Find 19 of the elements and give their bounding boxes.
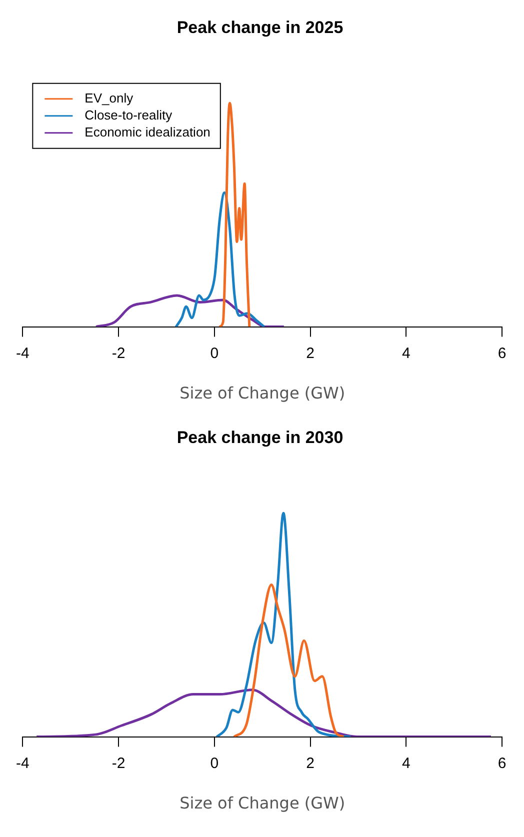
x-tick-label: 2 [306,754,314,772]
x-tick-label: 0 [210,754,219,772]
x-axis-title: Size of Change (GW) [180,384,346,403]
x-axis-title: Size of Change (GW) [180,794,346,813]
x-tick-label: 4 [402,344,410,362]
x-tick-label: 6 [498,344,506,362]
x-tick-label: 6 [498,754,506,772]
x-tick-label: 4 [402,754,410,772]
chart-title: Peak change in 2025 [176,18,344,37]
x-tick-label: 2 [306,344,314,362]
legend-label: Close-to-reality [84,107,173,122]
x-tick-label: 0 [210,344,219,362]
x-tick-label: -2 [112,344,126,362]
chart-title: Peak change in 2030 [176,428,344,447]
x-tick-label: -4 [16,754,30,772]
x-tick-label: -2 [112,754,126,772]
x-tick-label: -4 [16,344,30,362]
legend-label: Economic idealization [84,124,210,140]
legend-label: EV_only [84,90,134,106]
